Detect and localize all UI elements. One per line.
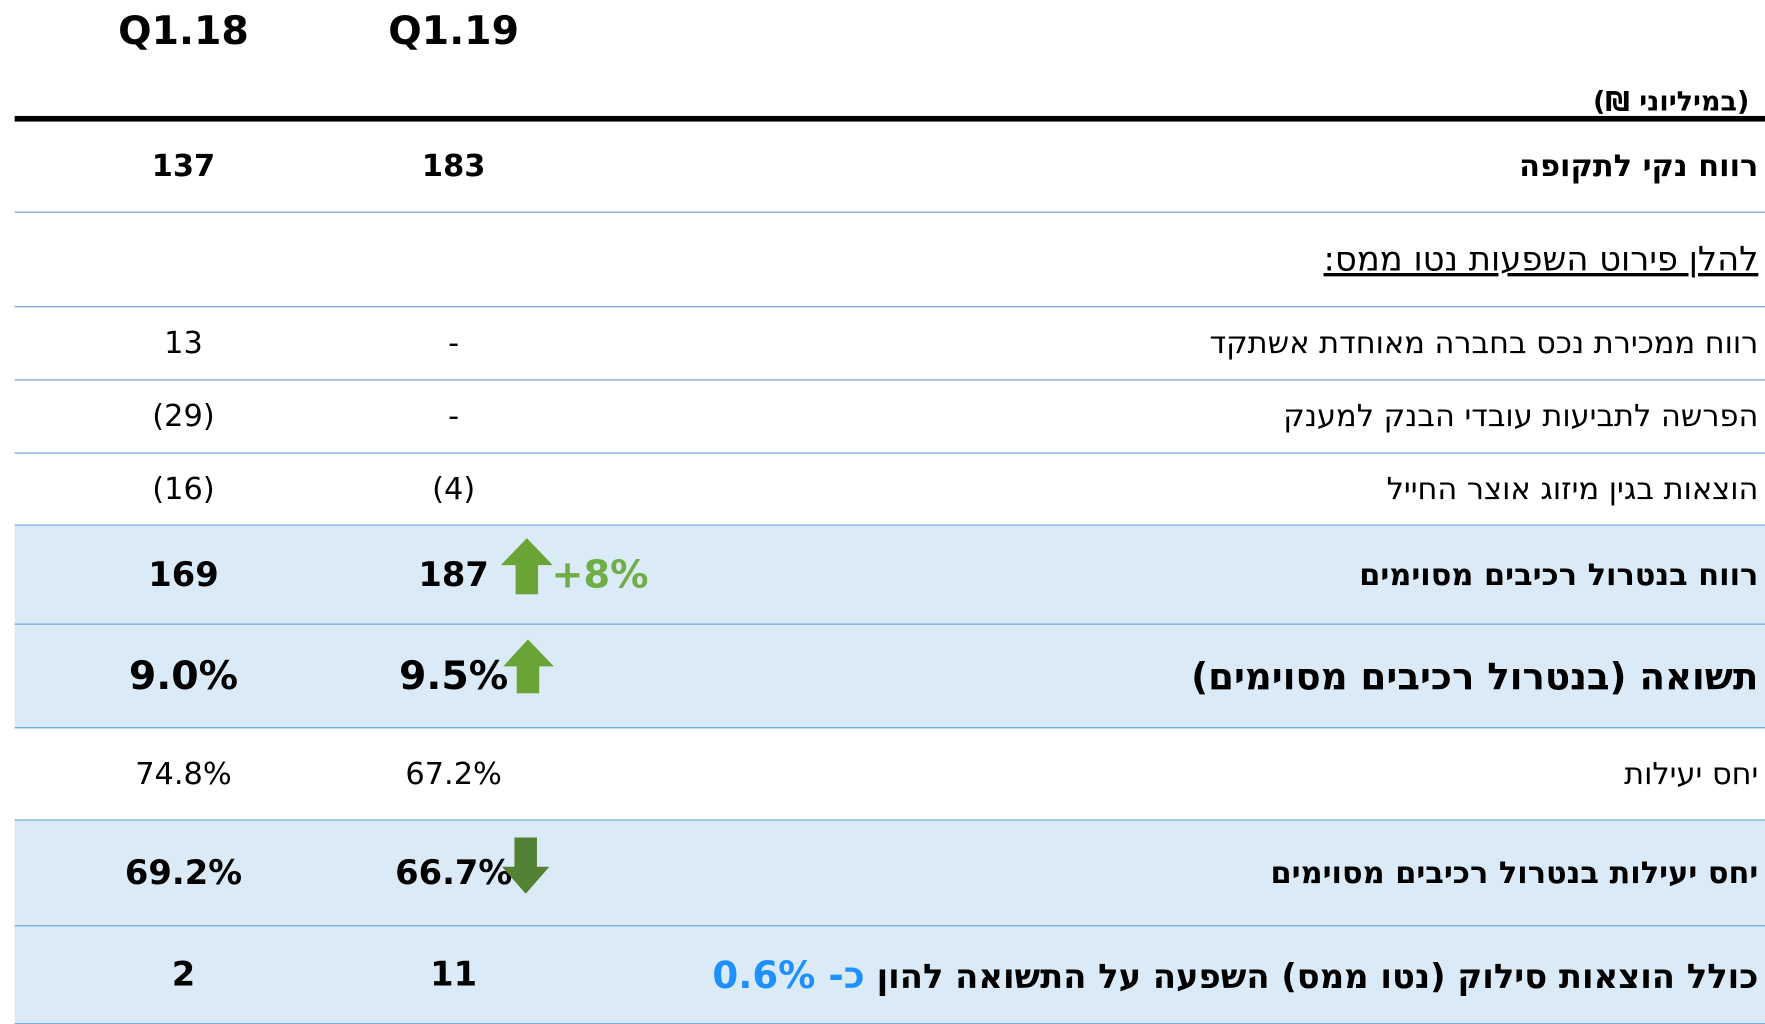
cell: - xyxy=(448,325,460,361)
cell: (29) xyxy=(152,399,215,434)
table-row: יחס יעילות 74.8% 67.2% xyxy=(14,728,1765,821)
cell: 2 xyxy=(171,955,196,995)
down-arrow xyxy=(502,837,550,894)
row-label: כולל הוצאות סילוק (נטו ממס) השפעה על התש… xyxy=(712,953,1758,997)
column-header: Q1.18 xyxy=(118,9,249,55)
cell: 169 xyxy=(148,554,219,595)
row-label: יחס יעילות בנטרול רכיבים מסוימים xyxy=(1270,855,1759,891)
row-label: הפרשה לתביעות עובדי הבנק למענק xyxy=(1283,399,1759,434)
note: כ- 0.6% xyxy=(712,952,865,997)
header-rule xyxy=(14,115,1765,122)
table-row: תשואה (בנטרול רכיבים מסוימים) 9.0% 9.5% xyxy=(14,624,1765,729)
cell: - xyxy=(448,399,460,434)
row-label: הוצאות בגין מיזוג אוצר החייל xyxy=(1386,471,1759,507)
up-arrow xyxy=(503,639,554,694)
row-label: תשואה (בנטרול רכיבים מסוימים) xyxy=(1191,654,1759,698)
row-label: רווח נקי לתקופה xyxy=(1519,149,1759,185)
cell: (4) xyxy=(432,471,476,507)
cell: 137 xyxy=(151,149,216,185)
table-row: רווח ממכירת נכס בחברה מאוחדת אשתקד 13 - xyxy=(14,307,1765,381)
table-row: רווח בנטרול רכיבים מסוימים 169 187 +8% xyxy=(14,525,1765,625)
row-label: רווח ממכירת נכס בחברה מאוחדת אשתקד xyxy=(1209,325,1759,361)
label-text: כולל הוצאות סילוק (נטו ממס) השפעה על התש… xyxy=(876,957,1759,997)
cell: 67.2% xyxy=(405,756,502,792)
row-label: יחס יעילות xyxy=(1624,756,1759,792)
cell: (16) xyxy=(152,471,215,507)
column-header: Q1.19 xyxy=(388,9,520,55)
table-row: רווח נקי לתקופה 137 183 xyxy=(14,122,1765,213)
table-row: יחס יעילות בנטרול רכיבים מסוימים 69.2% 6… xyxy=(14,820,1765,927)
row-label: רווח בנטרול רכיבים מסוימים xyxy=(1359,557,1759,593)
table-row: הוצאות בגין מיזוג אוצר החייל (16) (4) xyxy=(14,454,1765,526)
cell: 9.0% xyxy=(128,653,239,699)
cell: 74.8% xyxy=(135,756,232,792)
change-label: +8% xyxy=(551,552,649,598)
table-row: כולל הוצאות סילוק (נטו ממס) השפעה על התש… xyxy=(14,926,1765,1024)
cell: 183 xyxy=(421,149,486,185)
cell: 187 xyxy=(418,554,489,595)
cell: 13 xyxy=(164,325,203,361)
table-row: להלן פירוט השפעות נטו ממס: xyxy=(14,213,1765,308)
unit-label: (במיליוני ₪) xyxy=(1593,85,1750,118)
cell: 11 xyxy=(430,955,478,995)
cell: 9.5% xyxy=(399,653,509,699)
up-arrow xyxy=(500,538,553,595)
cell: 69.2% xyxy=(124,853,243,893)
cell: 66.7% xyxy=(395,853,513,893)
table-row: הפרשה לתביעות עובדי הבנק למענק (29) - xyxy=(14,380,1765,454)
section-label: להלן פירוט השפעות נטו ממס: xyxy=(1323,239,1759,280)
